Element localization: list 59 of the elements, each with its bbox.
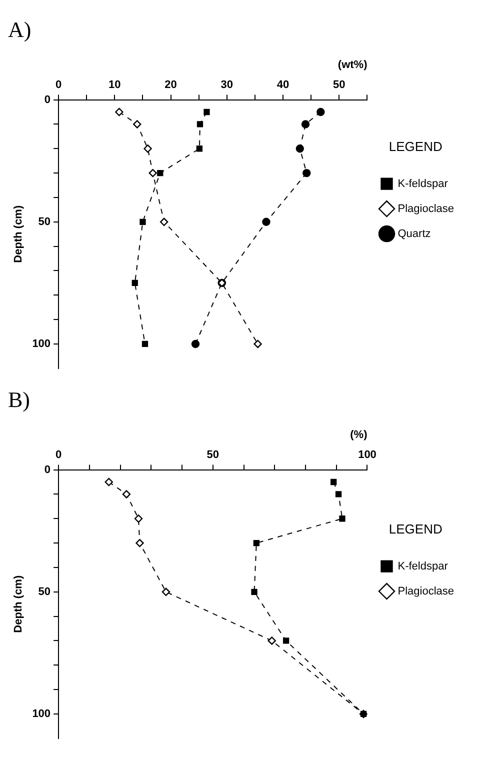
point (335, 491, 342, 498)
y-tick-label: 0 (44, 94, 51, 106)
point (204, 108, 210, 116)
chart-title: A) (8, 16, 32, 42)
point (191, 340, 200, 348)
point (302, 168, 311, 178)
point (251, 588, 258, 595)
point (162, 588, 170, 596)
x-tick-label: 40 (276, 79, 290, 92)
point (144, 144, 152, 153)
y-tick-label: 100 (32, 338, 51, 350)
y-tick-label: 50 (38, 216, 51, 228)
point (148, 168, 157, 178)
point (140, 218, 146, 225)
x-tick-label: 50 (333, 79, 346, 92)
point (282, 638, 290, 644)
point (160, 218, 168, 226)
y-tick-label: 50 (38, 586, 51, 598)
point (122, 490, 131, 498)
legend-title: LEGEND (388, 138, 442, 154)
point (115, 108, 124, 116)
point (136, 538, 144, 548)
legend-label: Plagioclase (398, 585, 454, 598)
point (104, 478, 113, 486)
point (339, 516, 346, 522)
x-tick-label: 10 (108, 79, 121, 92)
legend-label: K-feldspar (398, 560, 448, 572)
x-axis-title: (wt%) (338, 59, 368, 72)
point (134, 514, 143, 523)
point (296, 144, 304, 153)
x-tick-label: 30 (220, 79, 234, 92)
point (142, 340, 148, 348)
x-tick-label: 0 (55, 79, 62, 92)
x-tick-label: 20 (164, 79, 177, 92)
legend-label: K-feldspar (398, 178, 448, 190)
x-tick-label: 100 (358, 449, 376, 462)
point (133, 120, 142, 128)
point (196, 146, 203, 152)
point (254, 340, 262, 348)
point (132, 280, 138, 286)
y-tick-label: 100 (32, 708, 51, 720)
point (253, 540, 260, 546)
y-axis-title: Depth (cm) (12, 205, 25, 263)
legend-label: Quartz (398, 228, 431, 240)
x-axis-title: (%) (350, 429, 368, 442)
point (330, 478, 337, 486)
point (196, 121, 204, 128)
legend-label: Plagioclase (398, 202, 454, 215)
x-tick-label: 50 (206, 449, 220, 462)
point (157, 170, 164, 176)
point (268, 636, 276, 645)
chart-title: B) (8, 386, 30, 412)
y-tick-label: 0 (44, 464, 51, 476)
point (316, 108, 325, 116)
y-axis-title: Depth (cm) (12, 575, 25, 633)
point (262, 218, 270, 226)
legend-title: LEGEND (388, 521, 442, 536)
point (301, 120, 310, 128)
x-tick-label: 0 (55, 449, 62, 462)
